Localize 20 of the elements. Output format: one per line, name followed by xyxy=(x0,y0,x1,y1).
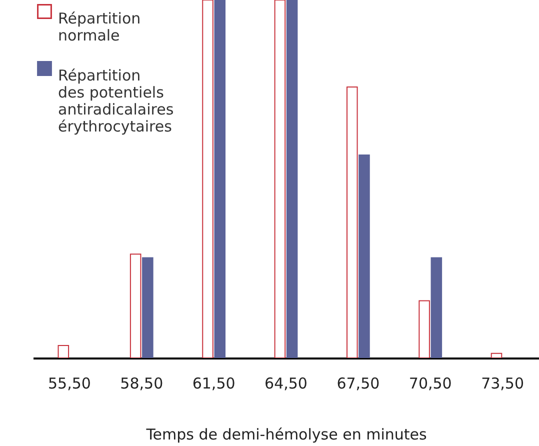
bar xyxy=(346,86,358,358)
x-tick-label: 64,50 xyxy=(264,374,308,392)
x-tick-label: 73,50 xyxy=(481,374,524,392)
bar xyxy=(58,344,70,358)
bar xyxy=(358,154,370,358)
legend-label: Répartition des potentiels antiradicalaires érythrocytaires xyxy=(58,66,174,136)
bar xyxy=(490,352,502,358)
x-tick-label: 58,50 xyxy=(120,374,164,392)
x-tick-label: 70,50 xyxy=(408,374,452,392)
x-axis-title: Temps de demi-hémolyse en minutes xyxy=(145,426,427,444)
bar xyxy=(142,257,154,358)
x-tick-label: 55,50 xyxy=(48,374,91,392)
x-tick-label: 67,50 xyxy=(336,374,380,392)
bar xyxy=(130,254,142,358)
bar xyxy=(214,0,226,358)
bar xyxy=(286,0,298,358)
bar xyxy=(430,257,442,358)
x-tick-label: 61,50 xyxy=(192,374,236,392)
legend-label: Répartition normale xyxy=(58,10,141,44)
bar xyxy=(418,300,430,358)
